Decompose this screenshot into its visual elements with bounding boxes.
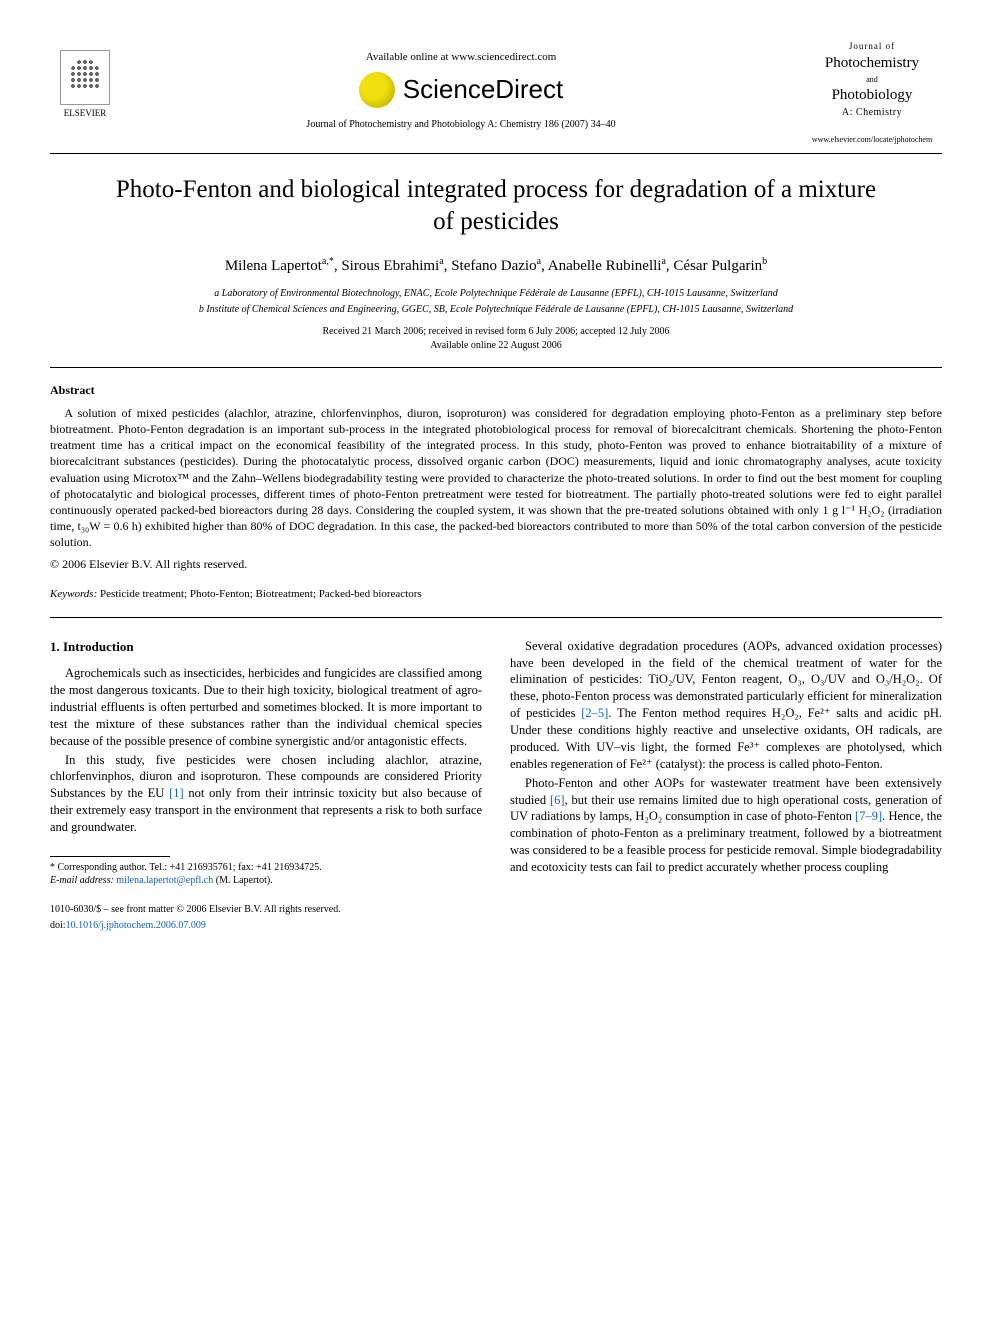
doi-line: doi:10.1016/j.jphotochem.2006.07.009 bbox=[50, 916, 482, 933]
sciencedirect-swirl-icon bbox=[359, 72, 395, 108]
footnote-rule bbox=[50, 856, 170, 857]
two-column-body: 1. Introduction Agrochemicals such as in… bbox=[50, 638, 942, 934]
affiliation-a: a Laboratory of Environmental Biotechnol… bbox=[50, 287, 942, 301]
sciencedirect-logo: ScienceDirect bbox=[120, 71, 802, 107]
journal-photobiology: Photobiology bbox=[802, 85, 942, 106]
journal-reference: Journal of Photochemistry and Photobiolo… bbox=[120, 118, 802, 132]
keywords-text: Pesticide treatment; Photo-Fenton; Biotr… bbox=[100, 588, 422, 600]
abstract-heading: Abstract bbox=[50, 382, 942, 399]
email-line: E-mail address: milena.lapertot@epfl.ch … bbox=[50, 874, 482, 887]
corr-author-line: * Corresponding author. Tel.: +41 216935… bbox=[50, 861, 482, 874]
elsevier-logo: ELSEVIER bbox=[50, 40, 120, 120]
email-label: E-mail address: bbox=[50, 875, 114, 886]
abstract-body: A solution of mixed pesticides (alachlor… bbox=[50, 405, 942, 551]
ref-link-2-5[interactable]: [2–5] bbox=[581, 706, 608, 720]
intro-p2: In this study, five pesticides were chos… bbox=[50, 752, 482, 836]
available-online-text: Available online at www.sciencedirect.co… bbox=[120, 50, 802, 65]
dates-available: Available online 22 August 2006 bbox=[50, 339, 942, 353]
journal-and: and bbox=[802, 74, 942, 85]
section-1-heading: 1. Introduction bbox=[50, 638, 482, 656]
journal-of-label: Journal of bbox=[802, 40, 942, 53]
affiliation-b: b Institute of Chemical Sciences and Eng… bbox=[50, 303, 942, 317]
article-title: Photo-Fenton and biological integrated p… bbox=[110, 174, 882, 239]
journal-title-box: Journal of Photochemistry and Photobiolo… bbox=[802, 40, 942, 145]
issn-line: 1010-6030/$ – see front matter © 2006 El… bbox=[50, 903, 482, 917]
ref-link-7-9[interactable]: [7–9] bbox=[855, 809, 882, 823]
elsevier-label: ELSEVIER bbox=[64, 107, 107, 120]
dates-received: Received 21 March 2006; received in revi… bbox=[50, 325, 942, 339]
ref-link-6[interactable]: [6] bbox=[550, 793, 565, 807]
abstract-paragraph: A solution of mixed pesticides (alachlor… bbox=[50, 405, 942, 551]
keywords-line: Keywords: Pesticide treatment; Photo-Fen… bbox=[50, 587, 942, 602]
right-p2: Photo-Fenton and other AOPs for wastewat… bbox=[510, 775, 942, 876]
copyright-line: © 2006 Elsevier B.V. All rights reserved… bbox=[50, 556, 942, 573]
abstract-rule-top bbox=[50, 367, 942, 368]
doi-label: doi: bbox=[50, 920, 66, 931]
header-rule bbox=[50, 153, 942, 154]
journal-photochemistry: Photochemistry bbox=[802, 53, 942, 74]
journal-url: www.elsevier.com/locate/jphotochem bbox=[802, 134, 942, 145]
intro-p1: Agrochemicals such as insecticides, herb… bbox=[50, 665, 482, 749]
left-column: 1. Introduction Agrochemicals such as in… bbox=[50, 638, 482, 934]
email-tail: (M. Lapertot). bbox=[213, 875, 272, 886]
keywords-label: Keywords: bbox=[50, 588, 97, 600]
doi-value[interactable]: 10.1016/j.jphotochem.2006.07.009 bbox=[66, 920, 206, 931]
right-p1: Several oxidative degradation procedures… bbox=[510, 638, 942, 773]
authors-line: Milena Lapertota,*, Sirous Ebrahimia, St… bbox=[50, 255, 942, 277]
ref-link-1[interactable]: [1] bbox=[169, 786, 184, 800]
center-header: Available online at www.sciencedirect.co… bbox=[120, 40, 802, 132]
header-top: ELSEVIER Available online at www.science… bbox=[50, 40, 942, 145]
right-column: Several oxidative degradation procedures… bbox=[510, 638, 942, 934]
sciencedirect-text: ScienceDirect bbox=[403, 71, 563, 107]
email-address[interactable]: milena.lapertot@epfl.ch bbox=[116, 875, 213, 886]
abstract-rule-bottom bbox=[50, 617, 942, 618]
corresponding-author-footnote: * Corresponding author. Tel.: +41 216935… bbox=[50, 861, 482, 887]
journal-subtitle: A: Chemistry bbox=[802, 106, 942, 120]
elsevier-tree-icon bbox=[60, 50, 110, 105]
